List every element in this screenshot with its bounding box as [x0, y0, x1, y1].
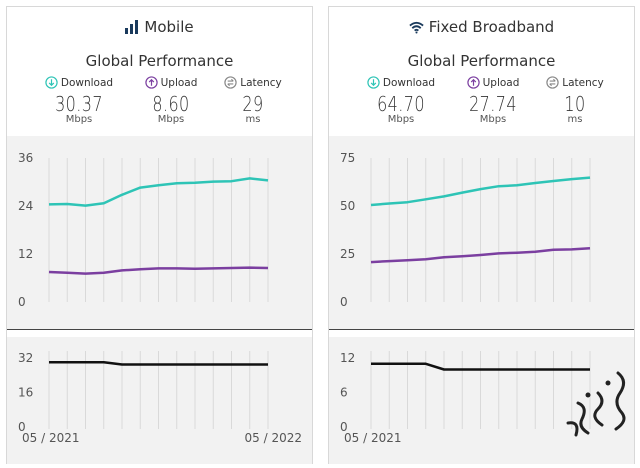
- metric-value: 30.37: [55, 92, 103, 116]
- metric-label: Latency: [562, 77, 604, 89]
- metric-value: 27.74: [469, 92, 517, 116]
- metric-value: 10: [564, 92, 586, 116]
- metric-unit: Mbps: [387, 114, 415, 125]
- wifi-icon: [409, 21, 424, 34]
- y-tick-label: 75: [340, 151, 355, 165]
- y-tick-label: 24: [18, 199, 33, 213]
- broadband-panel: Fixed Broadband Global Performance Downl…: [328, 6, 635, 464]
- y-tick-label: 12: [18, 247, 33, 261]
- latency-icon: [224, 76, 237, 89]
- upload-metric: Upload 8.60 Mbps: [126, 76, 216, 125]
- metric-value: 8.60: [152, 92, 190, 116]
- series-line-download: [48, 177, 269, 207]
- metric-unit: ms: [245, 114, 261, 125]
- latency-metric: Latency 29 ms: [208, 76, 298, 125]
- y-tick-label: 25: [340, 247, 355, 261]
- metric-label: Upload: [482, 77, 520, 89]
- broadband-speed-chart-svg: 0 25 50 75: [340, 151, 591, 309]
- divider: [329, 329, 634, 338]
- download-metric: Download 64.70 Mbps: [356, 76, 446, 125]
- signal-bars-icon: [125, 20, 139, 34]
- metric-value: 64.70: [377, 92, 425, 116]
- series-line-upload: [370, 246, 591, 264]
- y-tick-label: 6: [340, 386, 348, 400]
- mobile-latency-chart-svg: 0 16 32 05 / 2021 05 / 2022: [18, 351, 302, 445]
- broadband-speed-chart: 0 25 50 75: [329, 136, 634, 329]
- latency-icon: [546, 76, 559, 89]
- metric-label: Download: [382, 77, 436, 89]
- metric-label: Latency: [240, 77, 282, 89]
- panel-title: Fixed Broadband: [329, 18, 634, 36]
- upload-icon: [466, 76, 480, 89]
- y-tick-label: 16: [18, 386, 33, 400]
- latency-metric: Latency 10 ms: [530, 76, 620, 125]
- series-line-download: [370, 176, 591, 207]
- x-tick-label: 05 / 2021: [22, 431, 79, 445]
- y-tick-label: 36: [18, 151, 33, 165]
- watermark-logo: [566, 371, 626, 437]
- panel-subtitle: Global Performance: [85, 52, 234, 70]
- y-tick-label: 12: [340, 351, 355, 365]
- mobile-speed-chart-svg: 0 12 24 36: [18, 151, 269, 309]
- series-line-latency: [49, 361, 268, 366]
- metric-unit: Mbps: [65, 114, 93, 125]
- download-metric: Download 30.37 Mbps: [34, 76, 124, 125]
- divider: [7, 329, 312, 338]
- series-line-latency: [371, 362, 590, 371]
- panel-title-text: Mobile: [144, 18, 194, 36]
- broadband-latency-chart-svg: 0 6 12 05 / 2021: [340, 351, 591, 445]
- mobile-latency-chart: 0 16 32 05 / 2021 05 / 2022: [7, 337, 312, 464]
- download-icon: [367, 76, 380, 89]
- metric-unit: Mbps: [157, 114, 185, 125]
- metric-unit: Mbps: [479, 114, 507, 125]
- metric-label: Download: [60, 77, 114, 89]
- panel-title-text: Fixed Broadband: [428, 18, 555, 36]
- panel-title: Mobile: [7, 18, 312, 36]
- metric-label: Upload: [160, 77, 198, 89]
- x-tick-label: 05 / 2021: [344, 431, 401, 445]
- upload-icon: [144, 76, 158, 89]
- metric-value: 29: [242, 92, 264, 116]
- y-tick-label: 32: [18, 351, 33, 365]
- upload-metric: Upload 27.74 Mbps: [448, 76, 538, 125]
- mobile-speed-chart: 0 12 24 36: [7, 136, 312, 329]
- download-icon: [45, 76, 58, 89]
- y-tick-label: 0: [340, 295, 348, 309]
- mobile-panel: Mobile Global Performance Download 30.37…: [6, 6, 313, 464]
- x-tick-label: 05 / 2022: [245, 431, 302, 445]
- y-tick-label: 0: [18, 420, 26, 434]
- y-tick-label: 50: [340, 199, 355, 213]
- y-tick-label: 0: [340, 420, 348, 434]
- series-line-upload: [48, 266, 269, 275]
- y-tick-label: 0: [18, 295, 26, 309]
- broadband-latency-chart: 0 6 12 05 / 2021: [329, 337, 634, 464]
- metric-unit: ms: [567, 114, 583, 125]
- panel-subtitle: Global Performance: [407, 52, 556, 70]
